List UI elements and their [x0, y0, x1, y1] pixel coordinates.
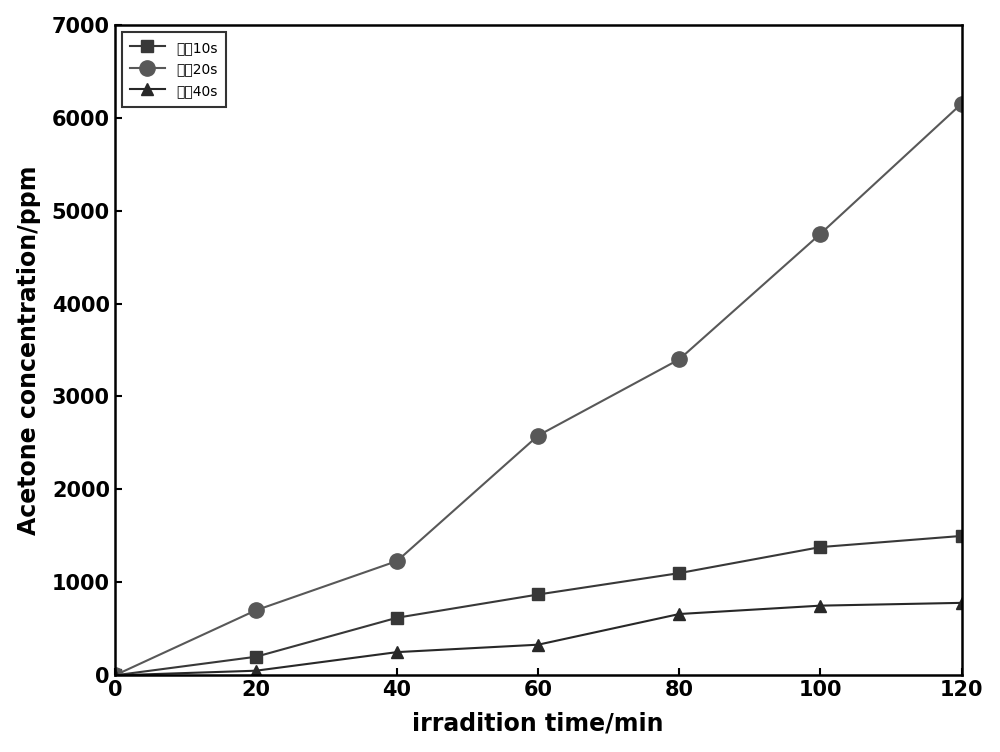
X-axis label: irradition time/min: irradition time/min	[412, 711, 664, 735]
Y-axis label: Acetone concentration/ppm: Acetone concentration/ppm	[17, 165, 41, 535]
Legend: 酸兤10s, 酸兤20s, 酸兤40s: 酸兤10s, 酸兤20s, 酸兤40s	[122, 32, 226, 107]
